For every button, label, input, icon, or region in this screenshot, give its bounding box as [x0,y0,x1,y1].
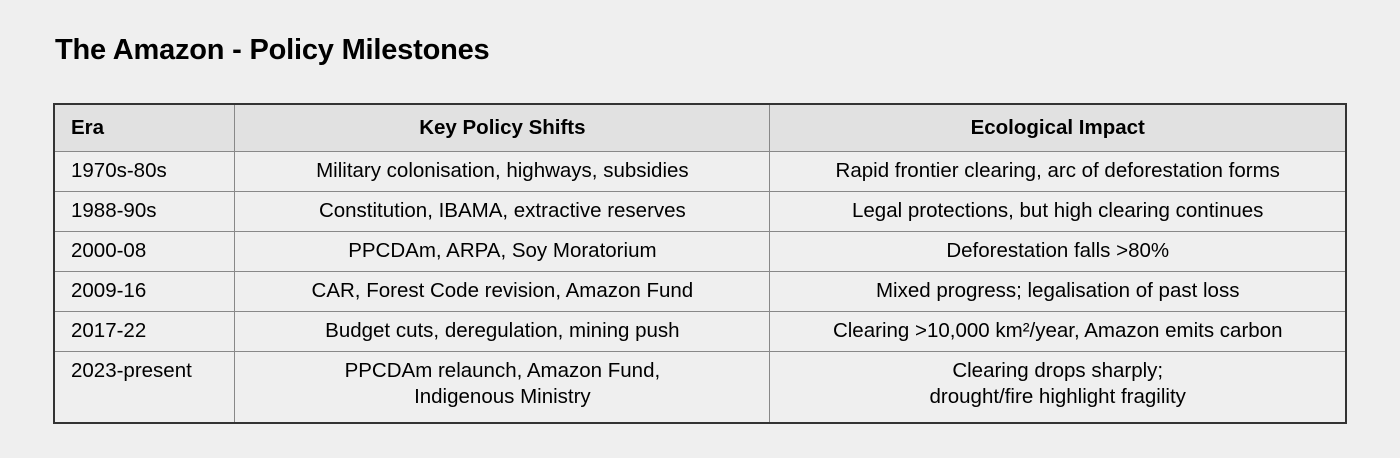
era-cell: 2009-16 [53,271,236,312]
header-era: Era [53,103,236,152]
impact-cell: Clearing drops sharply; drought/fire high… [769,351,1347,423]
policy-text: Budget cuts, deregulation, mining push [325,319,680,342]
policy-cell: Military colonisation, highways, subsidi… [234,151,771,192]
policy-cell: CAR, Forest Code revision, Amazon Fund [234,271,771,312]
impact-cell: Deforestation falls >80% [769,231,1347,272]
policy-text: Constitution, IBAMA, extractive reserves [318,199,686,222]
table-row: 2017-22 Budget cuts, deregulation, mining… [53,311,1347,352]
policy-milestones-table: Era Key Policy Shifts Ecological Impact … [53,103,1347,424]
header-policy: Key Policy Shifts [234,103,771,152]
table-row: 2023-present PPCDAm relaunch, Amazon Fund… [53,351,1347,423]
policy-text: Military colonisation, highways, subsidi… [316,159,689,182]
policy-cell: Budget cuts, deregulation, mining push [234,311,771,352]
era-cell: 1970s-80s [53,151,236,192]
header-impact: Ecological Impact [769,103,1347,152]
impact-text: drought/fire highlight fragility [929,385,1186,408]
impact-text: Deforestation falls >80% [946,239,1170,262]
policy-text: CAR, Forest Code revision, Amazon Fund [311,279,694,302]
policy-text: Indigenous Ministry [414,385,591,408]
policy-text: PPCDAm, ARPA, Soy Moratorium [348,239,657,262]
policy-cell: PPCDAm relaunch, Amazon Fund, Indigenous … [234,351,771,423]
table-row: 1988-90s Constitution, IBAMA, extractive … [53,191,1347,232]
table-row: 2000-08 PPCDAm, ARPA, Soy Moratorium Defor… [53,231,1347,272]
policy-cell: PPCDAm, ARPA, Soy Moratorium [234,231,771,272]
policy-text: PPCDAm relaunch, Amazon Fund, [344,359,661,382]
impact-text: Rapid frontier clearing, arc of deforest… [835,159,1280,182]
era-cell: 2000-08 [53,231,236,272]
page-title: The Amazon - Policy Milestones [55,34,490,66]
policy-cell: Constitution, IBAMA, extractive reserves [234,191,771,232]
impact-text: Clearing drops sharply; [952,359,1164,382]
header-row: Era Key Policy Shifts Ecological Impact [53,103,1347,152]
impact-text: Clearing >10,000 km²/year, Amazon emits … [832,319,1283,342]
impact-cell: Legal protections, but high clearing con… [769,191,1347,232]
impact-cell: Rapid frontier clearing, arc of deforest… [769,151,1347,192]
era-cell: 1988-90s [53,191,236,232]
table-row: 2009-16 CAR, Forest Code revision, Amazon… [53,271,1347,312]
era-cell: 2023-present [53,351,236,423]
impact-cell: Clearing >10,000 km²/year, Amazon emits … [769,311,1347,352]
era-cell: 2017-22 [53,311,236,352]
table-row: 1970s-80s Military colonisation, highways… [53,151,1347,192]
impact-text: Mixed progress; legalisation of past los… [875,279,1240,302]
impact-text: Legal protections, but high clearing con… [852,199,1264,222]
impact-cell: Mixed progress; legalisation of past los… [769,271,1347,312]
